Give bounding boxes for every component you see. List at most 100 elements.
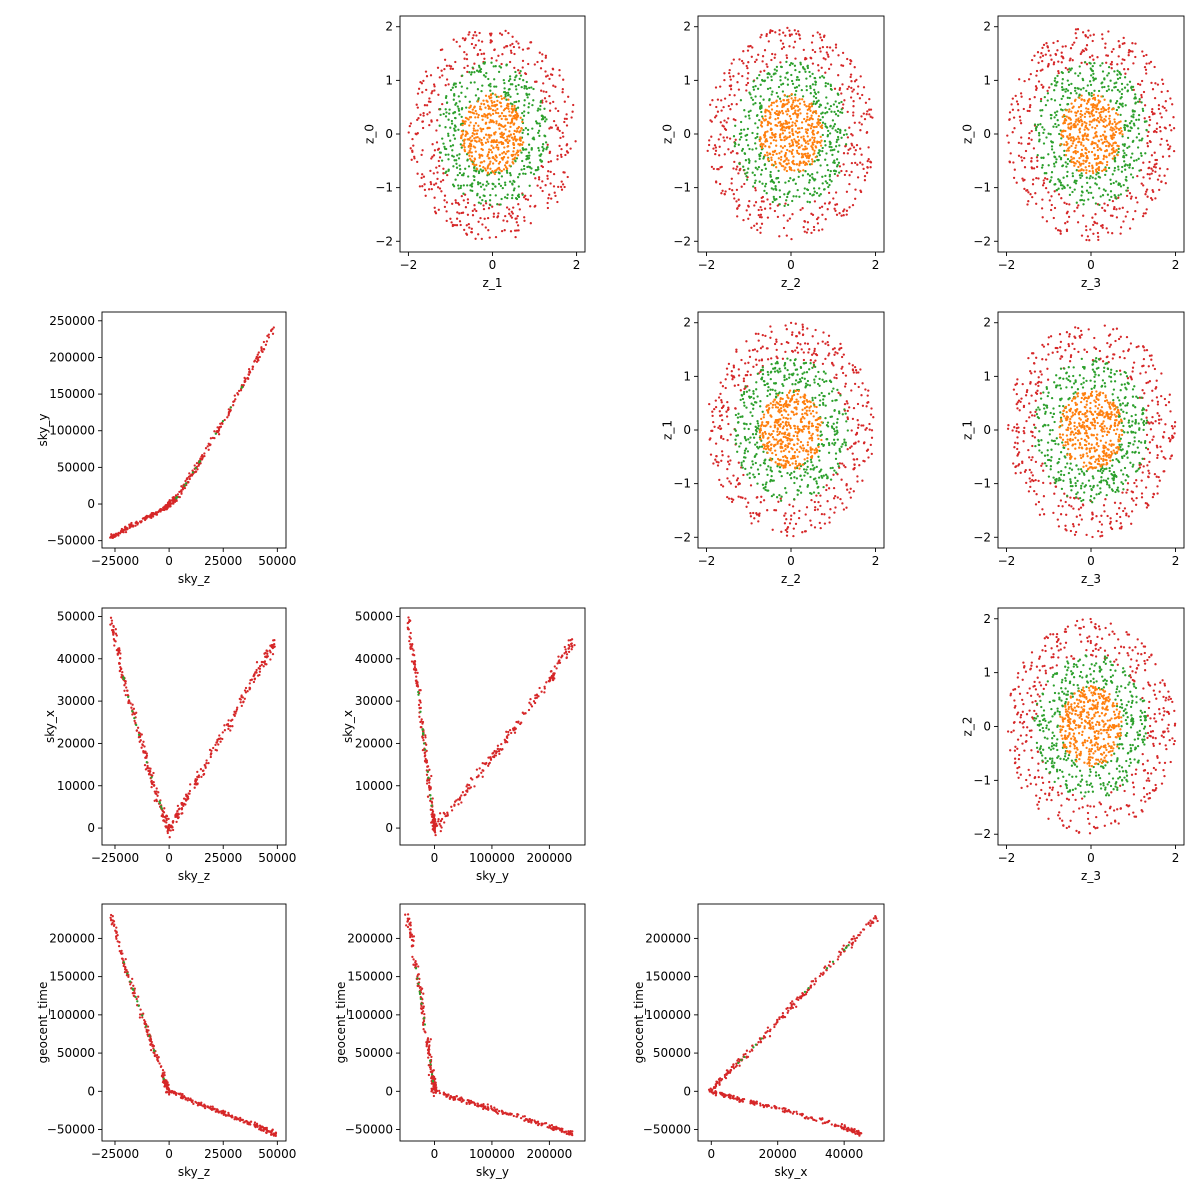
data-point: [1130, 126, 1133, 130]
data-point: [808, 107, 811, 111]
data-point: [844, 444, 847, 447]
data-point: [539, 100, 543, 103]
data-point: [811, 335, 814, 338]
data-point: [458, 164, 461, 167]
data-point: [1121, 88, 1124, 91]
data-point: [797, 30, 800, 33]
data-point: [820, 205, 824, 208]
data-point: [516, 176, 520, 179]
data-point: [763, 49, 767, 52]
data-point: [547, 197, 550, 200]
data-point: [1095, 119, 1098, 122]
data-point: [779, 120, 782, 124]
data-point: [466, 198, 470, 201]
data-point: [720, 192, 723, 195]
data-point: [1080, 174, 1084, 177]
data-point: [798, 160, 802, 163]
data-point: [169, 505, 172, 508]
data-point: [792, 362, 796, 365]
data-point: [809, 109, 812, 113]
data-point: [454, 85, 457, 88]
data-point: [1057, 69, 1060, 73]
data-point: [730, 497, 733, 500]
data-point: [482, 74, 486, 77]
data-point: [476, 135, 479, 139]
data-point: [467, 33, 470, 36]
data-point: [479, 202, 482, 205]
data-point: [1076, 206, 1079, 209]
data-point: [804, 154, 808, 158]
data-point: [727, 104, 730, 108]
data-point: [800, 126, 804, 130]
data-point: [736, 215, 739, 218]
data-point: [819, 430, 822, 433]
data-point: [736, 416, 740, 419]
data-point: [1072, 157, 1075, 160]
data-point: [852, 458, 855, 461]
data-point: [783, 193, 786, 196]
data-point: [416, 92, 420, 95]
data-point: [843, 385, 847, 388]
data-point: [1046, 99, 1049, 102]
data-point: [213, 436, 216, 440]
data-point: [846, 417, 850, 421]
data-point: [724, 386, 727, 390]
data-point: [803, 230, 806, 233]
data-point: [740, 461, 743, 464]
data-point: [204, 447, 208, 450]
data-point: [502, 78, 505, 82]
data-point: [720, 109, 723, 112]
data-point: [1170, 129, 1173, 132]
data-point: [790, 62, 793, 65]
data-point: [1053, 99, 1057, 102]
data-point: [1036, 159, 1039, 162]
data-point: [826, 208, 829, 211]
data-point: [848, 206, 851, 209]
data-point: [1104, 173, 1107, 177]
data-point: [780, 122, 783, 126]
data-point: [429, 182, 433, 186]
data-point: [1053, 89, 1056, 92]
data-point: [720, 414, 723, 417]
data-point: [852, 114, 855, 117]
data-point: [1109, 128, 1112, 131]
data-point: [1074, 146, 1077, 150]
data-point: [1087, 107, 1090, 111]
data-point: [861, 479, 864, 482]
data-point: [504, 139, 507, 142]
data-point: [1155, 122, 1159, 125]
data-point: [820, 124, 824, 127]
data-point: [1080, 172, 1083, 175]
data-point: [814, 359, 817, 362]
data-point: [487, 151, 491, 154]
data-point: [833, 87, 837, 90]
data-point: [764, 114, 767, 118]
data-point: [863, 179, 867, 182]
data-point: [1114, 112, 1118, 115]
data-point: [834, 43, 838, 46]
data-point: [1071, 172, 1074, 175]
data-point: [1110, 63, 1113, 66]
data-point: [828, 132, 832, 135]
data-point: [726, 477, 729, 480]
data-point: [740, 135, 743, 139]
data-point: [741, 74, 744, 78]
data-point: [804, 163, 807, 167]
data-point: [739, 398, 742, 402]
data-point: [511, 212, 514, 215]
data-point: [469, 121, 472, 124]
data-point: [770, 78, 773, 82]
data-point: [803, 103, 806, 106]
data-point: [520, 168, 523, 171]
data-point: [1101, 224, 1104, 227]
data-point: [484, 106, 487, 109]
data-point: [729, 108, 732, 111]
data-point: [475, 167, 479, 171]
data-point: [804, 120, 808, 123]
data-point: [421, 149, 424, 152]
data-point: [1129, 173, 1133, 176]
data-point: [776, 117, 780, 120]
data-point: [465, 53, 468, 56]
data-point: [1083, 112, 1087, 115]
